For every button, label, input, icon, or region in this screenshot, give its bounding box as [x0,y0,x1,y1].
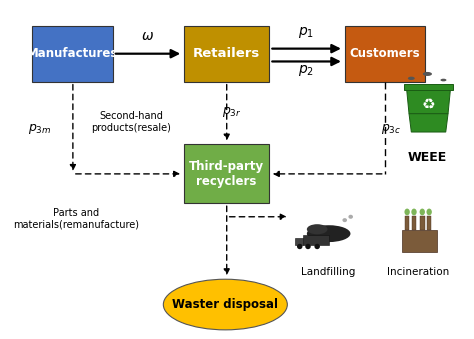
Ellipse shape [440,79,447,81]
Ellipse shape [408,77,415,80]
FancyBboxPatch shape [404,84,453,90]
Ellipse shape [342,218,347,222]
Text: $p_{3c}$: $p_{3c}$ [381,122,401,136]
Text: $\omega$: $\omega$ [141,29,154,43]
Ellipse shape [307,224,328,234]
Ellipse shape [314,244,320,249]
Text: Manufactures: Manufactures [27,47,118,60]
FancyBboxPatch shape [427,216,431,230]
Text: Waster disposal: Waster disposal [173,298,278,311]
Text: $p_{3r}$: $p_{3r}$ [222,105,242,119]
Ellipse shape [427,208,432,215]
Ellipse shape [411,208,417,215]
Ellipse shape [348,215,353,219]
FancyBboxPatch shape [184,144,269,203]
FancyBboxPatch shape [402,230,437,252]
Ellipse shape [164,279,287,330]
Text: Parts and
materials(remanufacture): Parts and materials(remanufacture) [13,208,139,229]
Text: Second-hand
products(resale): Second-hand products(resale) [91,112,171,133]
Ellipse shape [419,208,425,215]
Text: Retailers: Retailers [193,47,260,60]
FancyBboxPatch shape [420,216,425,230]
Polygon shape [409,114,448,132]
Text: WEEE: WEEE [408,151,447,164]
Ellipse shape [423,72,432,76]
Text: $p_2$: $p_2$ [298,63,314,78]
Polygon shape [407,90,450,114]
FancyBboxPatch shape [345,26,425,82]
Text: Third-party
recyclers: Third-party recyclers [189,160,264,188]
Text: $p_1$: $p_1$ [298,25,314,40]
FancyBboxPatch shape [405,216,410,230]
Ellipse shape [404,208,410,215]
Text: Landfilling: Landfilling [301,267,356,277]
FancyBboxPatch shape [412,216,416,230]
Ellipse shape [305,244,311,249]
FancyBboxPatch shape [295,238,303,245]
Text: Customers: Customers [350,47,420,60]
FancyBboxPatch shape [184,26,269,82]
Text: $p_{3m}$: $p_{3m}$ [27,122,51,136]
Ellipse shape [307,225,350,242]
Text: Incineration: Incineration [387,267,449,277]
FancyBboxPatch shape [33,26,113,82]
Ellipse shape [297,244,302,249]
Text: ♻: ♻ [422,97,435,112]
FancyBboxPatch shape [303,235,328,245]
